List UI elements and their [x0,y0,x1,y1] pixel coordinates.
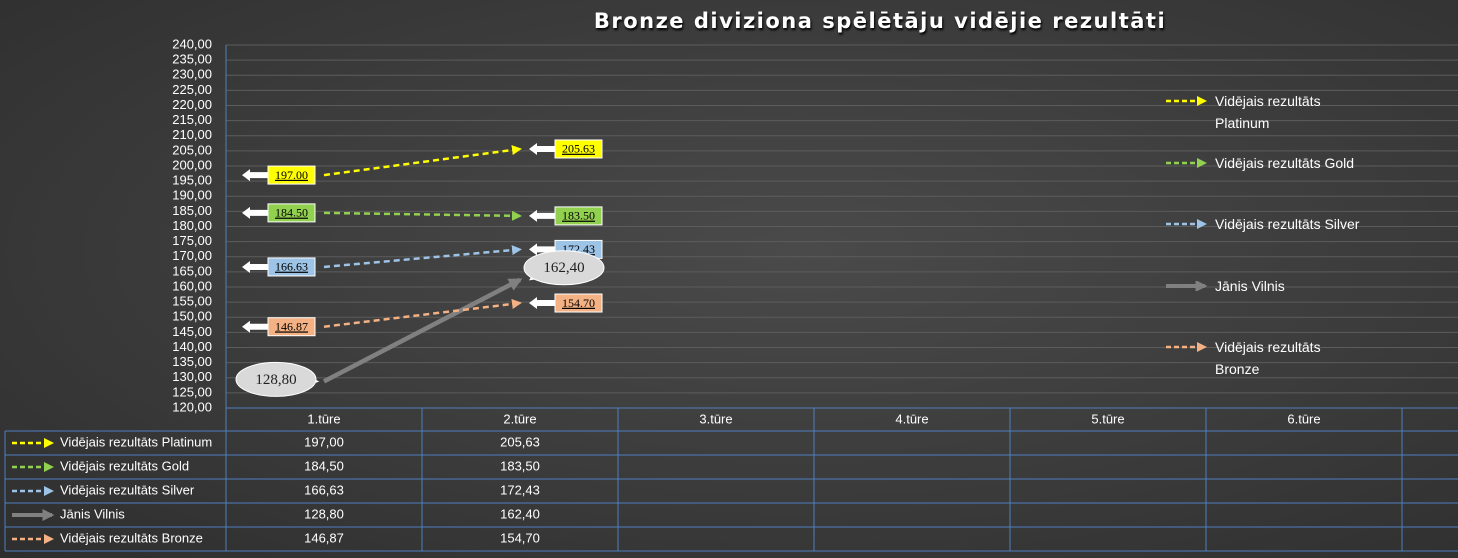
data-label: 162,40 [543,260,584,276]
legend-key-box [1166,219,1207,229]
y-tick-label: 125,00 [172,384,212,399]
label-arrow [242,260,268,273]
label-box [267,165,316,185]
table-cell: 172,43 [500,482,540,497]
y-tick-label: 120,00 [172,399,212,414]
y-tick-label: 230,00 [172,67,212,82]
legend-item: Vidējais rezultāts Bronze [1165,336,1365,380]
y-tick-label: 240,00 [172,36,212,51]
legend-label: Vidējais rezultāts Bronze [1215,339,1321,377]
callout [523,250,605,286]
data-label: 197.00 [275,168,308,182]
label-arrow [242,169,268,182]
y-tick-label: 160,00 [172,278,212,293]
table-cell: 146,87 [304,530,344,545]
y-tick-label: 185,00 [172,203,212,218]
legend-key-box [1166,96,1207,106]
y-tick-label: 225,00 [172,82,212,97]
y-tick-label: 215,00 [172,112,212,127]
legend-label: Vidējais rezultāts Silver [1215,216,1360,232]
y-tick-label: 195,00 [172,173,212,188]
y-tick-label: 145,00 [172,324,212,339]
series-line [323,210,522,221]
legend-item: Vidējais rezultāts Gold [1165,152,1365,174]
label-box [554,139,603,159]
table-cell: 162,40 [500,506,540,521]
label-box [554,206,603,226]
legend-label: Vidējais rezultāts Gold [1215,155,1355,171]
y-tick-label: 175,00 [172,233,212,248]
y-tick-label: 210,00 [172,127,212,142]
table-cell: 205,63 [500,434,540,449]
y-tick-label: 135,00 [172,354,212,369]
x-tick-label: 4.tūre [895,411,928,426]
table-cell: 128,80 [304,506,344,521]
legend-item: Vidējais rezultāts Platinum [1165,90,1365,134]
label-box [267,203,316,223]
legend-item: Vidējais rezultāts Silver [1165,213,1365,235]
label-box [267,257,316,277]
x-tick-label: 2.tūre [503,411,536,426]
x-tick-label: 3.tūre [699,411,732,426]
chart-title: Bronze diviziona spēlētāju vidējie rezul… [594,9,1166,33]
data-label: 128,80 [255,372,296,388]
series-line [323,245,522,269]
table-cell: 183,50 [500,458,540,473]
data-label: 154.70 [562,296,595,310]
table-row-name: Vidējais rezultāts Gold [60,458,189,473]
label-arrow [529,142,555,155]
x-tick-label: 1.tūre [307,411,340,426]
data-label: 146.87 [275,319,308,333]
data-label: 205.63 [562,142,595,156]
series-line [322,277,523,384]
table-cell: 166,63 [304,482,344,497]
data-label: 183.50 [562,209,595,223]
legend-item: Jānis Vilnis [1165,275,1365,297]
table-cell: 154,70 [500,530,540,545]
x-tick-label: 6.tūre [1287,411,1320,426]
label-box [267,317,316,337]
legend-key-box [1166,281,1208,291]
y-tick-label: 165,00 [172,263,212,278]
table-row-name: Vidējais rezultāts Platinum [60,434,212,449]
y-tick-label: 150,00 [172,309,212,324]
label-arrow [242,206,268,219]
label-arrow [242,320,268,333]
table-cell: 184,50 [304,458,344,473]
callout [235,361,317,397]
legend-key-box [1166,158,1207,168]
legend-key-box [1166,342,1207,352]
label-box [554,293,603,313]
y-tick-label: 155,00 [172,294,212,309]
y-tick-label: 130,00 [172,369,212,384]
x-tick-label: 5.tūre [1091,411,1124,426]
legend-label: Jānis Vilnis [1215,278,1285,294]
legend-label: Vidējais rezultāts Platinum [1215,93,1321,131]
data-label: 166.63 [275,260,308,274]
table-row-name: Jānis Vilnis [60,506,125,521]
y-tick-label: 180,00 [172,218,212,233]
y-tick-label: 140,00 [172,339,212,354]
series-line [323,145,522,177]
y-tick-label: 235,00 [172,52,212,67]
y-tick-label: 170,00 [172,248,212,263]
table-cell: 197,00 [304,434,344,449]
table-row-name: Vidējais rezultāts Bronze [60,530,203,545]
y-tick-label: 190,00 [172,188,212,203]
y-tick-label: 220,00 [172,97,212,112]
y-tick-label: 200,00 [172,157,212,172]
series-line [323,299,522,328]
label-arrow [529,297,555,310]
label-arrow [529,209,555,222]
data-label: 184.50 [275,206,308,220]
table-row-name: Vidējais rezultāts Silver [60,482,195,497]
y-tick-label: 205,00 [172,142,212,157]
